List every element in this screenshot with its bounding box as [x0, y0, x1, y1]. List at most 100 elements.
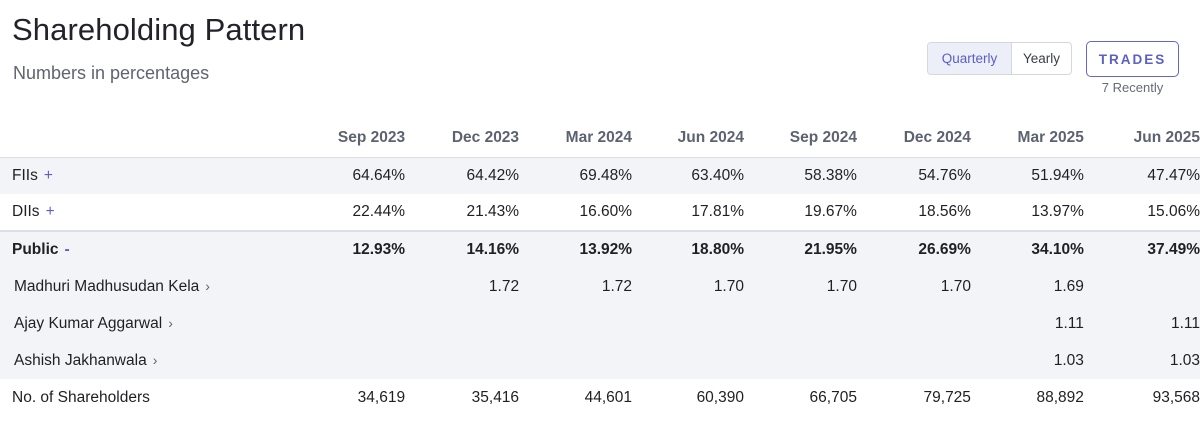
table-cell	[301, 305, 406, 342]
column-header: Mar 2024	[519, 119, 633, 158]
table-cell	[301, 342, 406, 379]
table-cell: 15.06%	[1147, 203, 1200, 220]
period-toggle: Quarterly Yearly	[927, 42, 1072, 75]
column-header: Sep 2023	[301, 119, 406, 158]
table-cell: 88,892	[1036, 388, 1084, 406]
table-cell: 1.11	[1083, 305, 1200, 342]
table-cell: 63.40%	[632, 157, 744, 194]
table-cell: 1.70	[856, 268, 971, 305]
table-cell: 69.48%	[519, 157, 633, 194]
shareholder-name[interactable]: Ashish Jakhanwala	[14, 351, 147, 369]
shareholder-name[interactable]: Madhuri Madhusudan Kela	[14, 277, 200, 295]
column-header: Jun 2024	[632, 119, 744, 158]
table-cell	[856, 305, 971, 342]
expand-diis-button[interactable]: +	[45, 203, 55, 220]
table-cell	[1083, 268, 1200, 305]
table-cell: 34.10%	[970, 230, 1084, 268]
table-cell	[519, 305, 633, 342]
column-header: Sep 2024	[743, 119, 857, 158]
row-label-cell: DIIs +	[0, 194, 301, 231]
table-cell	[856, 342, 971, 379]
table-cell	[519, 342, 633, 379]
table-cell	[405, 342, 520, 379]
table-cell: 35,416	[471, 388, 520, 406]
table-cell: 1.72	[405, 268, 520, 305]
column-header: Dec 2023	[405, 119, 520, 158]
header-label-cell	[0, 119, 302, 158]
page-subtitle: Numbers in percentages	[13, 63, 210, 83]
table-cell: 79,725	[923, 388, 971, 406]
table-cell: 1.03	[970, 342, 1084, 379]
table-cell: 47.47%	[1083, 157, 1200, 194]
table-cell: 64.64%	[301, 157, 406, 194]
table-row-public: Public - 12.93% 14.16% 13.92% 18.80% 21.9…	[0, 230, 1200, 268]
table-cell: 12.93%	[301, 230, 406, 268]
row-label-cell: FIIs +	[0, 157, 302, 194]
table-cell: 17.81%	[691, 203, 744, 220]
table-cell	[632, 342, 744, 379]
table-cell: 22.44%	[352, 203, 406, 220]
table-cell: 66,705	[809, 388, 857, 406]
table-cell	[632, 305, 744, 342]
row-label: Public	[12, 241, 59, 258]
chevron-right-icon[interactable]: ›	[205, 277, 210, 294]
table-row-shareholder[interactable]: Ajay Kumar Aggarwal › 1.11 1.11	[0, 305, 1200, 342]
table-row-shareholders-count: No. of Shareholders 34,619 35,416 44,601…	[0, 379, 1200, 416]
table-cell: 64.42%	[405, 157, 520, 194]
table-cell: 1.03	[1083, 342, 1200, 379]
table-cell: 16.60%	[579, 203, 633, 220]
row-label-cell: Ashish Jakhanwala ›	[0, 342, 302, 379]
row-label-cell: Ajay Kumar Aggarwal ›	[0, 305, 302, 342]
table-cell: 51.94%	[970, 157, 1084, 194]
table-cell: 60,390	[696, 388, 744, 406]
table-header-row: Sep 2023 Dec 2023 Mar 2024 Jun 2024 Sep …	[0, 119, 1200, 158]
row-label: FIIs	[12, 166, 38, 184]
collapse-public-button[interactable]: -	[64, 241, 70, 258]
table-cell: 1.11	[970, 305, 1084, 342]
column-header: Jun 2025	[1083, 119, 1200, 158]
column-header: Mar 2025	[970, 119, 1084, 158]
table-cell: 19.67%	[804, 203, 857, 220]
table-cell: 18.56%	[918, 203, 971, 220]
table-row-diis: DIIs + 22.44% 21.43% 16.60% 17.81% 19.67%…	[0, 194, 1200, 231]
table-cell: 1.69	[970, 268, 1084, 305]
table-cell: 58.38%	[743, 157, 857, 194]
shareholding-table: Sep 2023 Dec 2023 Mar 2024 Jun 2024 Sep …	[0, 119, 1200, 416]
table-cell: 34,619	[357, 388, 406, 406]
chevron-right-icon[interactable]: ›	[152, 351, 158, 368]
column-header: Dec 2024	[856, 119, 971, 158]
table-cell	[405, 305, 520, 342]
table-cell	[301, 268, 406, 305]
table-cell: 13.92%	[519, 230, 633, 268]
table-cell: 26.69%	[856, 230, 971, 268]
chevron-right-icon[interactable]: ›	[168, 314, 173, 331]
table-cell: 1.70	[632, 268, 744, 305]
yearly-toggle-button[interactable]: Yearly	[1022, 51, 1061, 66]
table-cell: 44,601	[584, 388, 633, 406]
table-cell: 54.76%	[856, 157, 971, 194]
row-label: No. of Shareholders	[12, 388, 150, 406]
trades-button[interactable]: TRADES	[1086, 41, 1179, 77]
quarterly-toggle-button[interactable]: Quarterly	[928, 43, 1012, 74]
row-label-cell: Public -	[0, 230, 302, 268]
shareholder-name[interactable]: Ajay Kumar Aggarwal	[14, 314, 163, 332]
table-cell: 1.72	[519, 268, 633, 305]
expand-fiis-button[interactable]: +	[43, 166, 53, 184]
row-label-cell: Madhuri Madhusudan Kela ›	[0, 268, 302, 305]
table-cell: 37.49%	[1083, 230, 1200, 268]
table-cell	[743, 305, 857, 342]
table-cell: 13.97%	[1031, 203, 1084, 220]
table-cell: 93,568	[1152, 388, 1200, 406]
table-row-fiis: FIIs + 64.64% 64.42% 69.48% 63.40% 58.38%…	[0, 157, 1200, 194]
table-cell: 21.43%	[466, 203, 520, 220]
table-cell: 18.80%	[632, 230, 744, 268]
table-cell: 14.16%	[405, 230, 520, 268]
table-cell: 21.95%	[743, 230, 857, 268]
table-cell: 1.70	[743, 268, 857, 305]
table-cell	[743, 342, 857, 379]
trades-recent-count: 7 Recently	[1101, 80, 1164, 95]
row-label: DIIs	[12, 203, 40, 220]
table-row-shareholder[interactable]: Madhuri Madhusudan Kela › 1.72 1.72 1.70 …	[0, 268, 1200, 305]
table-row-shareholder[interactable]: Ashish Jakhanwala › 1.03 1.03	[0, 342, 1200, 379]
page-title: Shareholding Pattern	[12, 12, 306, 47]
